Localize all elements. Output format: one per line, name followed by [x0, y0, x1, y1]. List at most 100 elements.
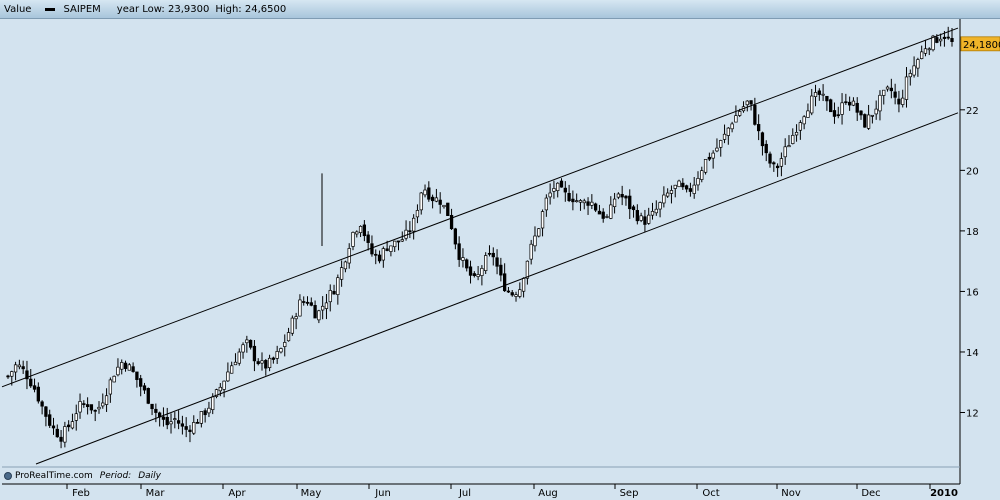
candle-body	[396, 240, 401, 243]
candle-body	[829, 99, 833, 113]
candle-body	[942, 36, 947, 39]
candle-body	[605, 216, 609, 218]
channel-lower-line	[35, 112, 959, 465]
candle-body	[499, 264, 503, 276]
series-line-icon	[45, 7, 56, 11]
candle-body	[575, 200, 579, 203]
candle-body	[449, 214, 454, 230]
candle-body	[302, 301, 306, 303]
candle-body	[908, 73, 912, 78]
candle-body	[332, 290, 336, 295]
candle-body	[442, 204, 446, 208]
candle-body	[286, 332, 291, 342]
candle-body	[67, 424, 71, 428]
candle-body	[245, 339, 249, 344]
candle-body	[131, 366, 135, 372]
candle-body	[484, 255, 488, 272]
x-tick-label: Sep	[620, 488, 639, 499]
candle-body	[188, 429, 192, 432]
candle-body	[48, 414, 52, 426]
candle-body	[844, 101, 848, 104]
candle-body	[757, 124, 761, 132]
candle-body	[548, 192, 552, 198]
candle-body	[673, 184, 677, 189]
candle-body	[207, 407, 211, 414]
candle-body	[339, 267, 344, 280]
candle-body	[32, 385, 37, 390]
candle-body	[851, 100, 856, 106]
candle-body	[434, 197, 439, 202]
candle-body	[176, 420, 181, 424]
candle-body	[97, 406, 101, 410]
candle-body	[241, 344, 245, 353]
candle-body	[21, 366, 25, 370]
candle-body	[586, 201, 590, 206]
candle-body	[487, 252, 492, 255]
candle-body	[59, 436, 63, 442]
candle-body	[563, 187, 567, 193]
candle-body	[40, 401, 44, 407]
candle-body	[597, 210, 602, 215]
period-label: Period:	[99, 471, 132, 481]
candle-body	[612, 198, 617, 208]
x-tick-label: Dec	[861, 488, 880, 499]
candle-body	[377, 254, 382, 262]
y-tick-label: 20	[966, 166, 979, 177]
candle-body	[317, 310, 321, 321]
candle-body	[309, 302, 313, 306]
candle-body	[783, 146, 787, 158]
candle-body	[950, 38, 954, 42]
candle-body	[93, 409, 97, 412]
x-tick-label: May	[301, 488, 322, 499]
candle-body	[502, 273, 507, 292]
candle-body	[639, 215, 643, 221]
candle-body	[465, 259, 469, 269]
candle-body	[878, 94, 882, 112]
candle-body	[722, 133, 727, 140]
candle-body	[669, 190, 674, 194]
candle-body	[802, 116, 806, 125]
candle-body	[328, 290, 332, 303]
candle-body	[400, 239, 404, 242]
candle-body	[29, 378, 33, 387]
candle-body	[525, 260, 530, 279]
candle-body	[684, 185, 689, 190]
candle-body	[180, 423, 185, 427]
candle-body	[89, 404, 94, 411]
candle-body	[590, 201, 594, 206]
candle-body	[688, 188, 693, 192]
candle-body	[707, 156, 712, 160]
candle-body	[696, 178, 700, 186]
candle-body	[127, 364, 131, 371]
candle-body	[233, 361, 238, 366]
candle-body	[389, 245, 393, 252]
candle-body	[146, 388, 150, 404]
candle-body	[404, 229, 408, 239]
candle-body	[787, 145, 791, 148]
candle-body	[927, 48, 931, 51]
candle-body	[63, 426, 67, 443]
value-label: Value	[4, 3, 32, 15]
x-tick-label: Aug	[538, 488, 558, 499]
candle-body	[6, 375, 10, 378]
candle-body	[813, 92, 818, 97]
candle-body	[412, 217, 416, 232]
candle-body	[510, 292, 514, 296]
candle-body	[559, 180, 564, 188]
candle-body	[370, 243, 374, 255]
candle-body	[540, 211, 545, 229]
candle-body	[461, 257, 465, 261]
candle-body	[343, 261, 348, 270]
candle-body	[199, 411, 203, 424]
candle-body	[351, 232, 355, 247]
candle-body	[730, 123, 734, 130]
candle-body	[116, 366, 120, 376]
candle-body	[275, 351, 279, 359]
candle-body	[112, 375, 116, 383]
candle-body	[726, 127, 730, 136]
candle-body	[491, 252, 495, 258]
x-tick-label: Nov	[781, 488, 801, 499]
trend-channel	[1, 27, 959, 465]
candle-body	[408, 230, 412, 233]
